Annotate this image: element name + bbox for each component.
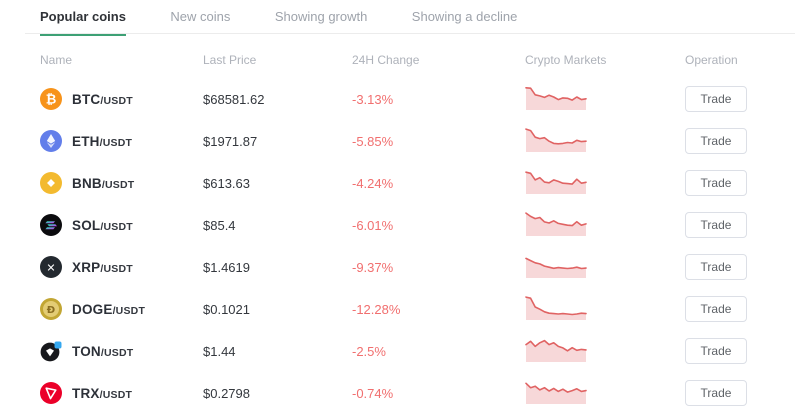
sparkline-chart <box>525 84 685 115</box>
trade-button[interactable]: Trade <box>685 212 747 238</box>
coin-pair-label: DOGE/USDT <box>72 301 146 317</box>
table-row: Ð DOGE/USDT $0.1021 -12.28% Trade <box>0 288 800 330</box>
trade-button[interactable]: Trade <box>685 254 747 280</box>
table-header: Name Last Price 24H Change Crypto Market… <box>0 42 800 78</box>
sparkline-chart <box>525 252 685 283</box>
last-price-value: $85.4 <box>203 217 236 233</box>
change-value: -0.74% <box>352 385 394 401</box>
last-price-value: $0.1021 <box>203 301 250 317</box>
coin-name-cell: BNB/USDT <box>40 172 203 194</box>
svg-text:✕: ✕ <box>46 262 55 275</box>
svg-text:Ð: Ð <box>47 305 55 316</box>
trade-button[interactable]: Trade <box>685 296 747 322</box>
column-header-name: Name <box>40 53 73 67</box>
change-value: -5.85% <box>352 133 394 149</box>
trade-button[interactable]: Trade <box>685 170 747 196</box>
coin-name-cell: ✕ XRP/USDT <box>40 256 203 278</box>
table-row: ✕ XRP/USDT $1.4619 -9.37% Trade <box>0 246 800 288</box>
market-tabs: Popular coins New coins Showing growth S… <box>0 0 800 36</box>
coin-name-cell: TRX/USDT <box>40 382 203 404</box>
xrp-icon: ✕ <box>40 256 62 278</box>
table-row: ₿ BTC/USDT $68581.62 -3.13% Trade <box>0 78 800 120</box>
table-row: BNB/USDT $613.63 -4.24% Trade <box>0 162 800 204</box>
table-row: TON/USDT $1.44 -2.5% Trade <box>0 330 800 372</box>
btc-icon: ₿ <box>40 88 62 110</box>
coin-pair-label: TRX/USDT <box>72 385 133 401</box>
trade-button[interactable]: Trade <box>685 380 747 406</box>
tab-showing-growth[interactable]: Showing growth <box>274 9 368 24</box>
change-value: -9.37% <box>352 259 394 275</box>
coin-name-cell: TON/USDT <box>40 340 203 362</box>
trade-button[interactable]: Trade <box>685 128 747 154</box>
last-price-value: $1.4619 <box>203 259 250 275</box>
trx-icon <box>40 382 62 404</box>
sol-icon <box>40 214 62 236</box>
change-value: -4.24% <box>352 175 394 191</box>
coin-pair-label: ETH/USDT <box>72 133 133 149</box>
sparkline-chart <box>525 126 685 157</box>
coin-pair-label: BTC/USDT <box>72 91 133 107</box>
column-header-crypto-markets: Crypto Markets <box>525 53 607 67</box>
sparkline-chart <box>525 378 685 409</box>
table-row: TRX/USDT $0.2798 -0.74% Trade <box>0 372 800 414</box>
last-price-value: $68581.62 <box>203 91 265 107</box>
coin-pair-label: BNB/USDT <box>72 175 135 191</box>
coin-name-cell: ₿ BTC/USDT <box>40 88 203 110</box>
coin-pair-label: TON/USDT <box>72 343 134 359</box>
doge-icon: Ð <box>40 298 62 320</box>
column-header-last-price: Last Price <box>203 53 257 67</box>
svg-text:₿: ₿ <box>46 93 57 108</box>
tab-new-coins[interactable]: New coins <box>170 9 231 24</box>
trade-button[interactable]: Trade <box>685 338 747 364</box>
coin-name-cell: SOL/USDT <box>40 214 203 236</box>
sparkline-chart <box>525 336 685 367</box>
last-price-value: $1.44 <box>203 343 236 359</box>
coin-pair-label: XRP/USDT <box>72 259 133 275</box>
coin-name-cell: Ð DOGE/USDT <box>40 298 203 320</box>
coin-pair-label: SOL/USDT <box>72 217 133 233</box>
sparkline-chart <box>525 294 685 325</box>
coin-table-body: ₿ BTC/USDT $68581.62 -3.13% Trade ETH/US… <box>0 78 800 414</box>
last-price-value: $613.63 <box>203 175 250 191</box>
ton-icon <box>40 340 62 362</box>
tab-popular-coins[interactable]: Popular coins <box>40 0 126 36</box>
column-header-operation: Operation <box>685 53 738 67</box>
change-value: -2.5% <box>352 343 386 359</box>
eth-icon <box>40 130 62 152</box>
table-row: ETH/USDT $1971.87 -5.85% Trade <box>0 120 800 162</box>
column-header-24h-change: 24H Change <box>352 53 420 67</box>
change-value: -12.28% <box>352 301 401 317</box>
table-row: SOL/USDT $85.4 -6.01% Trade <box>0 204 800 246</box>
tab-showing-decline[interactable]: Showing a decline <box>411 9 518 24</box>
coin-name-cell: ETH/USDT <box>40 130 203 152</box>
last-price-value: $1971.87 <box>203 133 258 149</box>
change-value: -6.01% <box>352 217 394 233</box>
last-price-value: $0.2798 <box>203 385 250 401</box>
sparkline-chart <box>525 168 685 199</box>
change-value: -3.13% <box>352 91 394 107</box>
trade-button[interactable]: Trade <box>685 86 747 112</box>
bnb-icon <box>40 172 62 194</box>
sparkline-chart <box>525 210 685 241</box>
